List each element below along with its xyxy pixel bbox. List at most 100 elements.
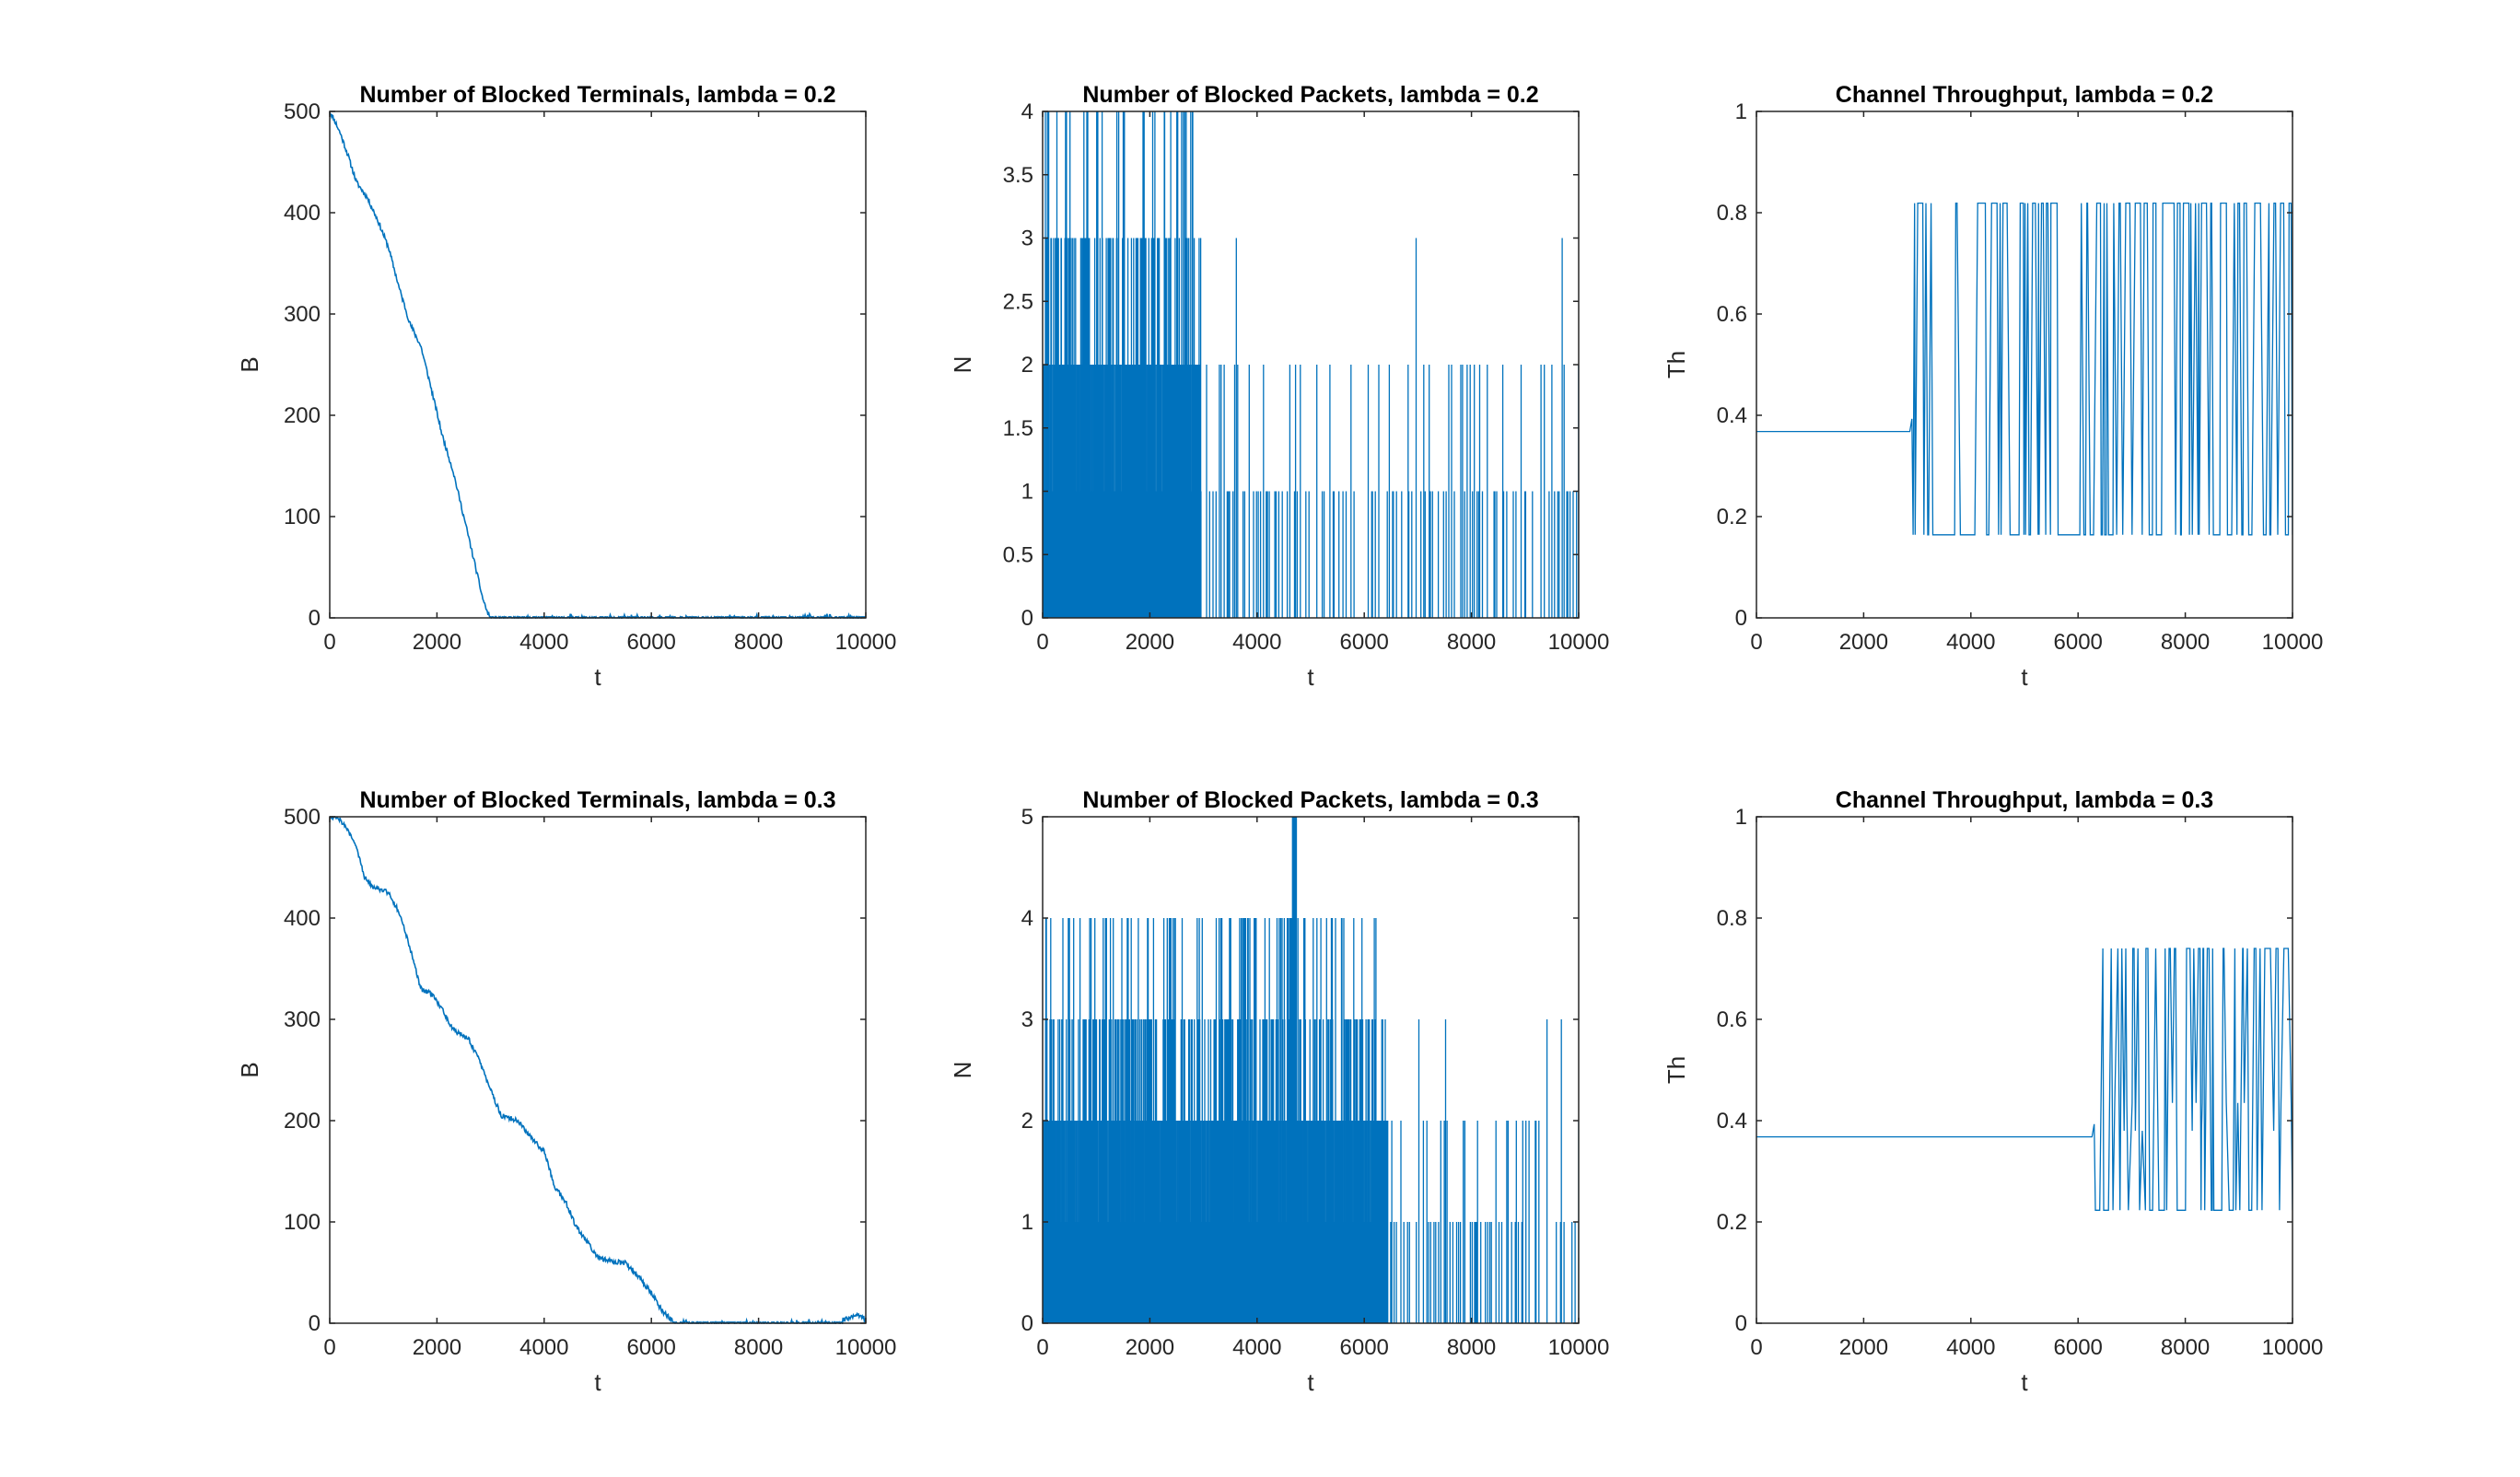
plot-area — [1756, 948, 2292, 1211]
x-tick-label: 6000 — [627, 1335, 676, 1360]
axes-box — [1756, 816, 2293, 1324]
x-tick-label: 2000 — [413, 1335, 461, 1360]
y-tick-label: 0 — [1021, 606, 1033, 631]
y-tick-label: 0 — [309, 606, 321, 631]
y-tick-label: 0.2 — [1717, 505, 1747, 529]
chart-title: Number of Blocked Packets, lambda = 0.2 — [1082, 82, 1538, 108]
x-tick-label: 6000 — [1340, 1335, 1389, 1360]
y-tick-label: 1 — [1735, 805, 1747, 830]
y-tick-label: 200 — [284, 1109, 321, 1134]
subplot-4: 0 2000 4000 6000 8000 10000 0 100 200 300 400 500 Nu… — [236, 787, 896, 1396]
x-tick-label: 4000 — [1232, 1335, 1281, 1360]
y-tick-label: 1 — [1021, 480, 1033, 505]
y-tick-label: 0.6 — [1717, 1007, 1747, 1032]
x-axis-label: t — [1307, 663, 1314, 691]
y-tick-label: 300 — [284, 302, 321, 327]
x-tick-label: 10000 — [835, 630, 897, 655]
x-tick-label: 8000 — [2161, 1335, 2210, 1360]
chart-title: Channel Throughput, lambda = 0.2 — [1836, 82, 2213, 108]
y-tick-label: 1 — [1021, 1210, 1033, 1235]
y-tick-label: 0 — [1735, 1311, 1747, 1336]
y-tick-label: 0 — [1021, 1311, 1033, 1336]
y-tick-label: 0.4 — [1717, 1109, 1747, 1134]
y-axis-label: Th — [1662, 1056, 1690, 1084]
x-tick-label: 8000 — [734, 630, 783, 655]
plot-area — [1043, 111, 1579, 618]
y-tick-label: 0.8 — [1717, 201, 1747, 226]
axes-box — [329, 816, 867, 1324]
y-tick-label: 5 — [1021, 805, 1033, 830]
x-tick-label: 2000 — [1839, 630, 1888, 655]
y-tick-label: 3 — [1021, 227, 1033, 251]
y-axis-label: Th — [1662, 351, 1690, 378]
chart-title: Number of Blocked Terminals, lambda = 0.… — [359, 787, 835, 813]
chart-title: Number of Blocked Packets, lambda = 0.3 — [1082, 787, 1538, 813]
subplot-6: 0 2000 4000 6000 8000 10000 0 0.2 0.4 0.6 0.8 1 Chan… — [1662, 787, 2323, 1396]
x-tick-label: 6000 — [627, 630, 676, 655]
y-axis-label: N — [949, 1062, 976, 1079]
y-tick-label: 4 — [1021, 99, 1033, 124]
y-axis-label: B — [236, 1062, 263, 1077]
y-tick-label: 200 — [284, 403, 321, 428]
x-tick-label: 8000 — [2161, 630, 2210, 655]
x-tick-label: 8000 — [1447, 1335, 1496, 1360]
x-tick-label: 6000 — [2054, 630, 2103, 655]
x-tick-label: 0 — [1750, 630, 1762, 655]
y-tick-label: 0.5 — [1003, 542, 1033, 567]
x-tick-label: 4000 — [1946, 1335, 1995, 1360]
x-tick-label: 4000 — [519, 1335, 568, 1360]
axes-box — [329, 110, 867, 619]
axes-box — [1756, 110, 2293, 619]
x-tick-label: 2000 — [1839, 1335, 1888, 1360]
subplot-2: 0 2000 4000 6000 8000 10000 0 0.5 1 1.5 2 2.5 3 3.5 4 N… — [949, 82, 1609, 691]
x-tick-label: 4000 — [1946, 630, 1995, 655]
x-tick-label: 10000 — [1548, 1335, 1610, 1360]
x-axis-label: t — [1307, 1368, 1314, 1396]
chart-title: Channel Throughput, lambda = 0.3 — [1836, 787, 2213, 813]
x-tick-label: 8000 — [1447, 630, 1496, 655]
y-tick-label: 4 — [1021, 906, 1033, 931]
y-tick-label: 0.8 — [1717, 906, 1747, 931]
x-tick-label: 0 — [323, 1335, 335, 1360]
x-axis-label: t — [2021, 663, 2028, 691]
y-tick-label: 500 — [284, 805, 321, 830]
series-line — [1756, 948, 2292, 1211]
y-axis-label: N — [949, 356, 976, 374]
x-tick-label: 10000 — [835, 1335, 897, 1360]
y-tick-label: 0.2 — [1717, 1210, 1747, 1235]
x-tick-label: 10000 — [2262, 1335, 2324, 1360]
x-tick-label: 2000 — [1126, 630, 1174, 655]
x-tick-label: 6000 — [2054, 1335, 2103, 1360]
x-tick-label: 4000 — [519, 630, 568, 655]
y-tick-label: 0 — [309, 1311, 321, 1336]
x-tick-label: 2000 — [413, 630, 461, 655]
y-tick-label: 400 — [284, 201, 321, 226]
y-tick-label: 100 — [284, 1210, 321, 1235]
x-tick-label: 10000 — [1548, 630, 1610, 655]
y-tick-label: 0 — [1735, 606, 1747, 631]
y-tick-label: 3.5 — [1003, 163, 1033, 188]
x-axis-label: t — [594, 663, 601, 691]
x-tick-label: 2000 — [1126, 1335, 1174, 1360]
subplot-1: 0 2000 4000 6000 8000 10000 0 100 200 300 400 500 Nu… — [236, 82, 896, 691]
subplot-3: 0 2000 4000 6000 8000 10000 0 0.2 0.4 0.6 0.8 1 Chan… — [1662, 82, 2323, 691]
y-tick-label: 400 — [284, 906, 321, 931]
y-tick-label: 1 — [1735, 99, 1747, 124]
series-line — [1756, 202, 2292, 536]
x-tick-label: 0 — [1036, 630, 1048, 655]
y-tick-label: 100 — [284, 505, 321, 529]
subplot-5: 0 2000 4000 6000 8000 10000 0 1 2 3 4 5 Number of Bl… — [949, 787, 1609, 1396]
x-axis-label: t — [2021, 1368, 2028, 1396]
y-tick-label: 0.6 — [1717, 302, 1747, 327]
y-tick-label: 2 — [1021, 353, 1033, 378]
y-tick-label: 0.4 — [1717, 403, 1747, 428]
x-tick-label: 4000 — [1232, 630, 1281, 655]
y-tick-label: 2 — [1021, 1109, 1033, 1134]
x-axis-label: t — [594, 1368, 601, 1396]
axes-background — [1756, 817, 2292, 1323]
y-tick-label: 500 — [284, 99, 321, 124]
plot-area — [1043, 817, 1579, 1323]
chart-title: Number of Blocked Terminals, lambda = 0.… — [359, 82, 835, 108]
y-axis-label: B — [236, 356, 263, 372]
